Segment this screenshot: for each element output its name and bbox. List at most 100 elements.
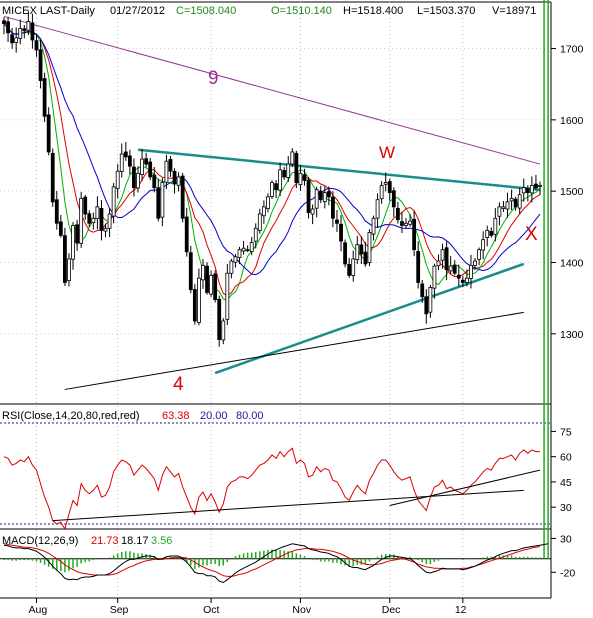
candle-body — [245, 249, 250, 252]
rsi-support-trendline — [52, 489, 524, 522]
macd-label: MACD(12,26,9) — [2, 535, 78, 547]
candle-body — [123, 151, 128, 158]
candle-body — [367, 232, 372, 263]
candle-body — [140, 158, 144, 176]
candle-body — [83, 196, 88, 215]
wave-9-label: 9 — [208, 68, 219, 89]
candle-body — [217, 298, 222, 340]
candle-body — [107, 213, 112, 229]
candle-body — [314, 189, 319, 209]
candle-body — [444, 247, 449, 271]
macd-hist-value: 3.56 — [151, 535, 172, 547]
candle-body — [383, 182, 388, 185]
candle-body — [67, 258, 71, 282]
candle-body — [525, 188, 530, 193]
candle-body — [517, 194, 522, 209]
candle-body — [148, 161, 153, 178]
rsi-tick-label: 45 — [560, 477, 572, 489]
candle-body — [359, 244, 364, 255]
price-tick-label: 1700 — [560, 44, 584, 56]
rsi-lower-level: 20.00 — [200, 410, 228, 422]
candle-body — [509, 197, 514, 202]
candle-body — [391, 190, 396, 208]
candle-body — [274, 183, 278, 191]
price-tick-label: 1400 — [560, 257, 584, 269]
candle-body — [91, 217, 96, 223]
candle-body — [111, 186, 116, 217]
candle-body — [473, 260, 477, 266]
rsi-label: RSI(Close,14,20,80,red,red) — [2, 410, 140, 422]
candle-body — [485, 229, 490, 238]
candle-body — [253, 227, 258, 242]
candle-body — [306, 179, 311, 213]
candle-body — [241, 247, 246, 252]
candle-body — [50, 152, 55, 203]
candle-body — [192, 289, 197, 322]
candle-body — [290, 151, 295, 165]
ma-blue-line — [3, 23, 541, 276]
candle-body — [326, 191, 331, 198]
macd-signal-line — [3, 543, 541, 577]
candle-body — [119, 153, 124, 172]
price-tick-label: 1600 — [560, 115, 584, 127]
candle-body — [460, 279, 465, 283]
candle-body — [249, 242, 254, 252]
candle-body — [144, 158, 149, 165]
price-tick-label: 1500 — [560, 186, 584, 198]
candle-body — [408, 220, 412, 225]
candle-body — [448, 265, 453, 272]
candle-body — [63, 235, 67, 283]
rsi-upper-level: 80.00 — [236, 410, 264, 422]
close-readout: C=1508.040 — [176, 5, 236, 17]
long-support-trendline — [64, 311, 524, 390]
candle-body — [257, 213, 262, 231]
candle-body — [278, 169, 283, 191]
candle-body — [103, 227, 108, 232]
candle-body — [529, 185, 534, 194]
candle-body — [440, 249, 445, 261]
macd-tick-label: -20 — [560, 567, 575, 579]
high-readout: H=1518.400 — [343, 5, 403, 17]
price-tick-label: 1300 — [560, 329, 584, 341]
candle-body — [132, 166, 136, 189]
rsi-rising-trendline — [389, 469, 541, 506]
candle-body — [497, 206, 502, 217]
candle-body — [201, 264, 205, 281]
candle-body — [420, 283, 425, 298]
candle-body — [465, 277, 469, 283]
candle-body — [493, 217, 498, 235]
candle-body — [436, 260, 441, 267]
candle-body — [188, 252, 193, 290]
triangle-upper-trendline — [137, 148, 541, 191]
candle-body — [22, 28, 27, 32]
date-label: 01/27/2012 — [110, 5, 165, 17]
candle-body — [505, 201, 510, 210]
candle-body — [387, 181, 392, 193]
candle-body — [152, 174, 157, 189]
candle-body — [456, 274, 461, 279]
rsi-tick-label: 60 — [560, 452, 572, 464]
candle-body — [184, 216, 189, 253]
candle-body — [534, 183, 538, 189]
candle-body — [343, 242, 347, 265]
candle-body — [205, 265, 209, 293]
candle-body — [331, 196, 335, 219]
wave-4-label: 4 — [173, 374, 184, 395]
candle-body — [489, 230, 494, 236]
candle-body — [38, 49, 43, 82]
candle-body — [176, 176, 181, 186]
x-tick-label: Oct — [203, 604, 219, 616]
volume-readout: V=18971 — [492, 5, 536, 17]
candle-body — [79, 197, 84, 244]
candle-body — [322, 192, 327, 203]
candle-body — [513, 198, 518, 208]
candle-body — [54, 199, 59, 224]
candle-body — [339, 223, 343, 242]
candle-body — [412, 218, 417, 251]
candle-body — [115, 170, 120, 189]
candle-body — [266, 196, 270, 210]
candle-body — [335, 219, 339, 224]
candle-body — [404, 222, 408, 226]
candle-body — [351, 258, 356, 276]
candle-body — [469, 264, 473, 279]
